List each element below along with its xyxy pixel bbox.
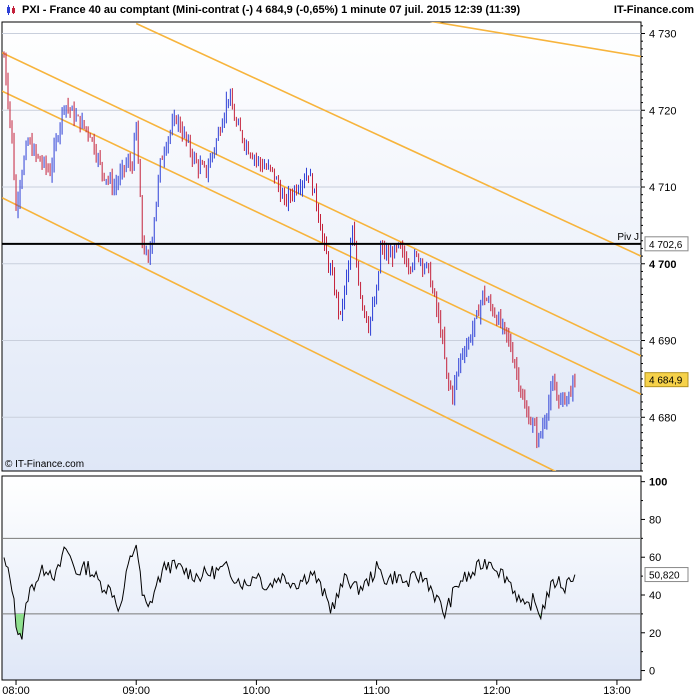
price-tick-label: 4 710 [649, 182, 677, 194]
time-tick-label: 10:00 [243, 685, 271, 697]
pivot-value-box [644, 236, 689, 252]
oscillator-value-box [644, 567, 689, 583]
time-tick-label: 09:00 [122, 685, 150, 697]
last-price-label: 4 684,9 [649, 376, 683, 387]
osc-tick-label: 40 [649, 590, 661, 602]
price-tick-label: 4 720 [649, 105, 677, 117]
trend-line [135, 22, 641, 257]
pivot-value-label: 4 702,6 [649, 240, 683, 251]
oscillator-value-label: 50,820 [649, 571, 680, 582]
candlestick-icon [7, 5, 15, 15]
pivot-label: Piv J [617, 232, 639, 243]
brand-link[interactable]: IT-Finance.com [613, 4, 694, 16]
osc-tick-label: 100 [649, 477, 667, 489]
price-tick-label: 4 730 [649, 29, 677, 41]
chart-title: PXI - France 40 au comptant (Mini-contra… [22, 4, 521, 16]
trend-line [429, 22, 641, 58]
trend-line [2, 51, 641, 357]
oscillator-line [3, 544, 576, 640]
osc-tick-label: 80 [649, 514, 661, 526]
price-tick-label: 4 700 [649, 259, 677, 271]
time-tick-label: 08:00 [2, 685, 30, 697]
trend-line [2, 90, 641, 395]
oscillator-panel [1, 475, 642, 681]
price-tick-label: 4 680 [649, 412, 677, 424]
time-tick-label: 13:00 [603, 685, 631, 697]
time-tick-label: 11:00 [363, 685, 390, 697]
osc-tick-label: 20 [649, 628, 661, 640]
osc-tick-label: 60 [649, 552, 661, 564]
osc-tick-label: 0 [649, 666, 655, 678]
last-price-box [644, 372, 689, 388]
time-tick-label: 12:00 [483, 685, 511, 697]
chart-header: PXI - France 40 au comptant (Mini-contra… [0, 0, 700, 22]
price-panel [1, 21, 642, 472]
price-tick-label: 4 690 [649, 336, 677, 348]
watermark: © IT-Finance.com [5, 459, 84, 470]
